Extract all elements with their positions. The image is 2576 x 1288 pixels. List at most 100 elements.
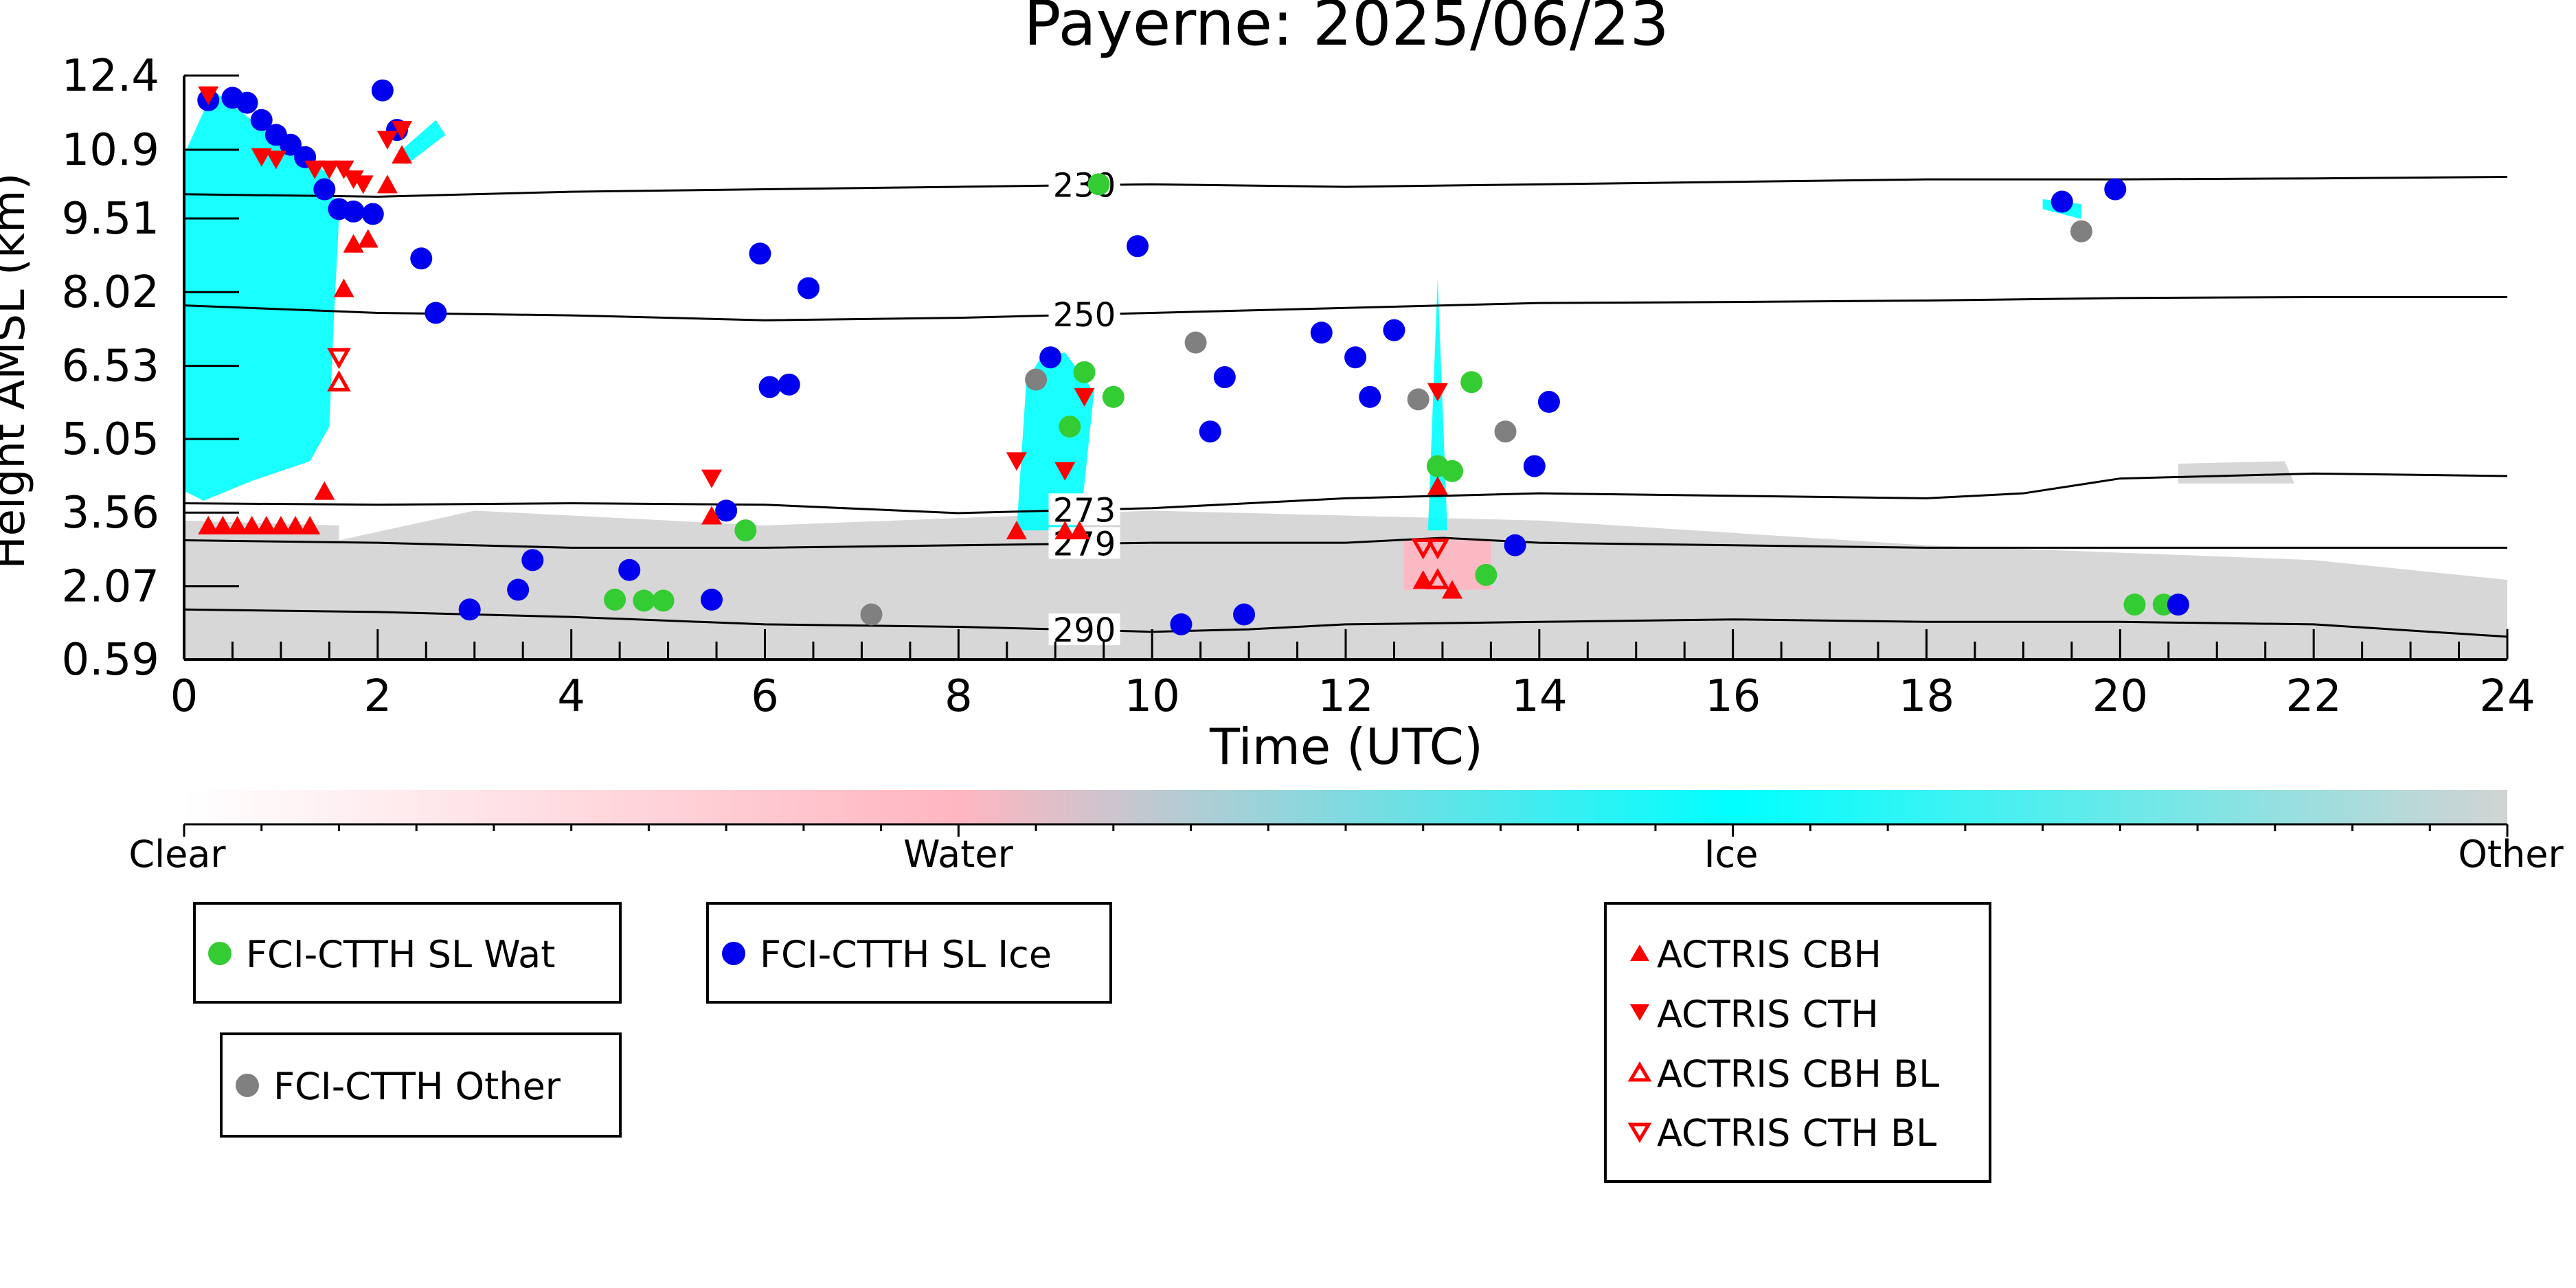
fci-ctth-sl-ice-point <box>1213 366 1236 389</box>
fci-ctth-sl-wat-point <box>652 589 675 612</box>
fci-ctth-sl-wat-point <box>633 589 655 612</box>
colorbar-ticks <box>183 824 2509 837</box>
x-tick-label: 14 <box>1511 671 1567 722</box>
x-tick-label: 20 <box>2092 671 2148 722</box>
actris-cbh-point <box>198 515 219 534</box>
y-tick-label: 3.56 <box>62 488 160 539</box>
fci-ctth-sl-ice-point <box>1039 346 1062 369</box>
fci-ctth-sl-ice-point <box>371 79 394 102</box>
fci-ctth-sl-ice-point <box>250 109 273 131</box>
fci-ctth-sl-wat-point <box>1460 371 1483 394</box>
fci-ctth-sl-ice-point <box>1233 603 1256 626</box>
y-tick-label: 0.59 <box>62 635 160 686</box>
actris-cth-point <box>701 469 722 488</box>
fci-ctth-sl-ice-point <box>1127 235 1149 258</box>
actris-cbh-point <box>343 234 364 253</box>
fci-ctth-other-point <box>1025 368 1048 391</box>
legend-label-other: FCI-CTTH Other <box>273 1065 561 1108</box>
actris-cth-point <box>352 175 374 194</box>
fci-ctth-sl-ice-point <box>1383 319 1405 341</box>
y-tick-label: 6.53 <box>62 341 160 392</box>
fci-ctth-sl-ice-point <box>1344 346 1367 369</box>
actris-cth-point <box>1006 452 1027 471</box>
actris-cth-point <box>198 86 219 105</box>
actris-cth-point <box>1427 383 1448 402</box>
fci-ctth-sl-ice-point <box>1199 420 1221 443</box>
isotherm-273-label: 273 <box>1053 491 1116 530</box>
legend-marker-cbh <box>1630 945 1649 961</box>
legend-marker-cth-bl <box>1627 1122 1652 1143</box>
colorbar-label-water: Water <box>903 833 1013 876</box>
actris-cbh-point <box>300 515 321 534</box>
fci-ctth-sl-ice-point <box>507 578 530 601</box>
actris-cbh-bl-point <box>1425 568 1450 589</box>
actris-cth-point <box>265 150 286 170</box>
legend-box-actris: ACTRIS CBH ACTRIS CTH ACTRIS CBH BL ACTR… <box>1604 902 1991 1183</box>
x-tick-label: 0 <box>170 671 199 722</box>
y-tick-label: 8.02 <box>62 267 160 318</box>
x-tick-label: 12 <box>1318 671 1373 722</box>
fci-ctth-sl-wat-point <box>1087 173 1110 196</box>
fci-ctth-sl-wat-point <box>1073 361 1096 383</box>
fci-ctth-sl-ice-point <box>1170 613 1193 635</box>
x-tick-label: 2 <box>363 671 392 722</box>
fci-ctth-sl-wat-point <box>2123 594 2146 616</box>
fci-ctth-sl-ice-point <box>458 598 481 621</box>
fci-ctth-sl-ice-point <box>2167 594 2189 616</box>
y-tick-label: 2.07 <box>62 561 160 612</box>
fci-ctth-sl-ice-point <box>797 277 820 300</box>
actris-cth-bl-point <box>1411 538 1436 560</box>
region-ice <box>184 90 339 501</box>
actris-cbh-point <box>701 506 722 525</box>
legend-label-cbh: ACTRIS CBH <box>1657 933 1882 976</box>
actris-cth-point <box>1074 387 1095 407</box>
x-tick-label: 10 <box>1124 671 1179 722</box>
fci-ctth-sl-ice-point <box>425 302 447 324</box>
legends: FCI-CTTH SL Wat FCI-CTTH SL Ice FCI-CTTH… <box>193 902 1991 1183</box>
isotherm-250-label: 250 <box>1053 296 1116 335</box>
fci-ctth-other-point <box>1494 420 1517 443</box>
fci-ctth-other-point <box>860 603 883 626</box>
actris-cbh-point <box>357 229 379 248</box>
actris-cth-point <box>343 170 364 190</box>
legend-box-ice: FCI-CTTH SL Ice <box>706 902 1112 1004</box>
y-tick-label: 9.51 <box>62 194 160 245</box>
actris-cbh-point <box>270 515 291 534</box>
x-tick-label: 4 <box>557 671 585 722</box>
fci-ctth-other-point <box>1407 388 1430 411</box>
isotherm-290-label: 290 <box>1053 611 1116 650</box>
isotherm-273-line <box>183 472 2508 515</box>
actris-cbh-point <box>392 145 413 164</box>
fci-ctth-sl-ice-point <box>1523 455 1546 477</box>
fci-ctth-sl-ice-point <box>2104 178 2127 201</box>
legend-box-wat: FCI-CTTH SL Wat <box>193 902 622 1004</box>
fci-ctth-sl-ice-point <box>1310 321 1333 344</box>
fci-ctth-sl-ice-point <box>521 549 544 572</box>
fci-ctth-sl-wat-point <box>1441 460 1464 482</box>
fci-ctth-sl-ice-point <box>715 499 738 522</box>
fci-ctth-sl-ice-point <box>1537 391 1560 414</box>
region-other <box>2178 461 2294 484</box>
y-tick-label: 10.9 <box>62 125 160 176</box>
fci-ctth-sl-ice-point <box>700 588 723 611</box>
actris-cth-point <box>333 160 354 179</box>
actris-cbh-point <box>1427 476 1448 495</box>
x-tick-label: 6 <box>751 671 779 722</box>
fci-ctth-sl-ice-point <box>1504 534 1526 556</box>
fci-ctth-sl-ice-point <box>758 376 781 398</box>
actris-cbh-point <box>241 515 262 534</box>
actris-cth-point <box>392 121 413 140</box>
x-tick-label: 18 <box>1899 671 1954 722</box>
x-tick-label: 16 <box>1705 671 1761 722</box>
colorbar-label-ice: Ice <box>1704 833 1759 876</box>
actris-cbh-point <box>1442 580 1463 599</box>
y-tick-label: 5.05 <box>62 414 160 465</box>
fci-ctth-sl-wat-point <box>1475 563 1498 586</box>
x-axis-ticks: 0 2 4 6 8 10 12 14 16 18 20 22 24 <box>170 629 2535 722</box>
region-ice <box>1016 352 1094 531</box>
chart-title: Payerne: 2025/06/23 <box>1024 0 1669 60</box>
fci-ctth-other-point <box>1184 331 1207 354</box>
legend-label-cbh-bl: ACTRIS CBH BL <box>1657 1052 1939 1096</box>
cloud-classification-regions <box>184 90 2507 659</box>
actris-cbh-point <box>1054 521 1076 540</box>
